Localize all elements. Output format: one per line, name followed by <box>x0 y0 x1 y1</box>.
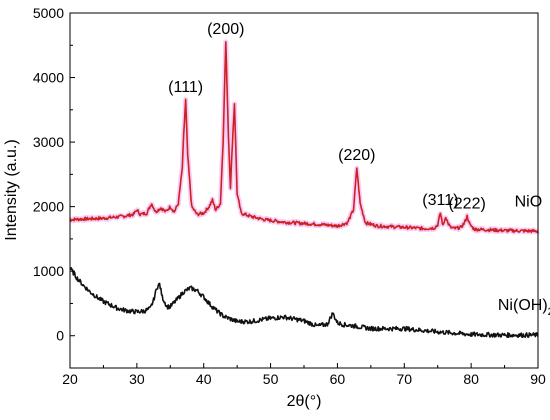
x-tick-label: 40 <box>196 371 212 387</box>
series-label: Ni(OH)2 <box>498 297 550 318</box>
y-tick-label: 5000 <box>33 5 64 21</box>
x-tick-label: 60 <box>330 371 346 387</box>
peak-label: (222) <box>448 195 485 212</box>
y-tick-label: 4000 <box>33 70 64 86</box>
x-tick-label: 90 <box>530 371 546 387</box>
x-axis-title: 2θ(°) <box>287 393 322 410</box>
series-label: NiO <box>515 194 543 211</box>
x-tick-label: 70 <box>396 371 412 387</box>
x-tick-label: 30 <box>129 371 145 387</box>
peak-label: (311) <box>422 192 458 209</box>
peak-label: (111) <box>168 79 203 96</box>
y-axis-title: Intensity (a.u.) <box>3 139 20 240</box>
y-tick-label: 0 <box>56 328 64 344</box>
plot-frame <box>69 12 539 369</box>
y-tick-label: 3000 <box>33 134 64 150</box>
x-tick-label: 80 <box>463 371 479 387</box>
peak-label: (220) <box>338 147 375 164</box>
y-tick-label: 2000 <box>33 199 64 215</box>
series-label-subscript: 2 <box>548 306 550 318</box>
label-layer: (111) (200) (220) (311)(222) NiO Ni(OH)2 <box>168 21 550 318</box>
peak-label: (200) <box>207 21 244 38</box>
series-line-nio <box>69 41 539 234</box>
x-tick-label: 20 <box>62 371 78 387</box>
series-line-nioh2 <box>69 267 539 339</box>
series-layer <box>68 39 541 339</box>
tick-layer: 20 30 40 50 60 70 80 90 0 1000 2000 3000 4000 5000 <box>33 5 546 387</box>
y-tick-label: 1000 <box>33 263 64 279</box>
x-tick-label: 50 <box>263 371 279 387</box>
